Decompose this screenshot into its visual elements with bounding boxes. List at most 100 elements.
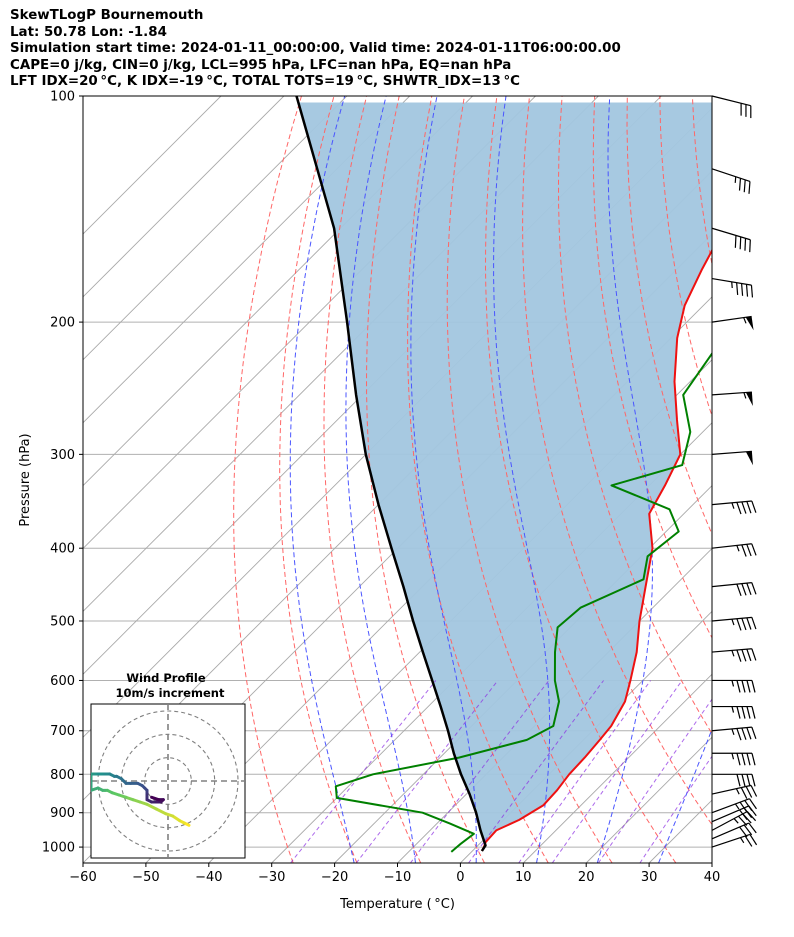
wind-barb-100 bbox=[711, 95, 752, 119]
barb-shaft bbox=[711, 95, 751, 107]
x-axis-label: Temperature ( °C) bbox=[339, 897, 455, 912]
dry-adiabat-100 bbox=[725, 96, 794, 863]
dry-adiabat-110 bbox=[758, 96, 794, 863]
barb-full bbox=[736, 728, 742, 741]
wind-barb-125 bbox=[711, 168, 751, 194]
barb-full bbox=[751, 617, 757, 630]
isotherm--130 bbox=[83, 96, 411, 424]
barb-shaft bbox=[711, 798, 750, 814]
x-tick-label-30: 30 bbox=[641, 870, 658, 885]
wind-barb-175 bbox=[711, 277, 754, 298]
parcel-line bbox=[295, 96, 487, 852]
barb-shaft bbox=[711, 500, 752, 506]
barb-shaft bbox=[711, 833, 751, 848]
x-tick-label-10: 10 bbox=[515, 870, 532, 885]
mixing-ratio-4 bbox=[468, 680, 604, 863]
barb-full bbox=[736, 583, 742, 596]
barb-shaft bbox=[711, 450, 752, 455]
time-line: Simulation start time: 2024-01-11_00:00:… bbox=[10, 41, 621, 57]
wind-barb-750 bbox=[712, 752, 756, 766]
barb-full bbox=[741, 706, 746, 719]
barb-full bbox=[751, 774, 756, 787]
hodograph-ring-30 bbox=[97, 710, 239, 852]
wind-barb-450 bbox=[711, 582, 757, 596]
barb-half bbox=[734, 803, 740, 810]
isotherm--150 bbox=[83, 96, 285, 298]
inset-subtitle: 10m/s increment bbox=[116, 686, 225, 700]
wind-barb-500 bbox=[711, 616, 757, 631]
barb-shaft bbox=[711, 168, 751, 183]
wind-barb-800 bbox=[712, 773, 756, 787]
barb-full bbox=[736, 680, 741, 693]
barb-full bbox=[734, 235, 737, 248]
mixing-ratio-24 bbox=[639, 755, 712, 863]
location-line: Lat: 50.78 Lon: -1.84 bbox=[10, 24, 167, 40]
moist-adiabat--10 bbox=[345, 96, 416, 863]
barb-full bbox=[751, 680, 756, 693]
dry-adiabat-10 bbox=[407, 96, 549, 863]
chart-title: SkewTLogP Bournemouth bbox=[10, 8, 204, 23]
barb-full bbox=[741, 680, 746, 693]
y-tick-label-800: 800 bbox=[50, 768, 75, 783]
y-tick-label-1000: 1000 bbox=[42, 841, 75, 856]
barb-full bbox=[739, 236, 742, 250]
cape-line: CAPE=0 j/kg, CIN=0 j/kg, LCL=995 hPa, LF… bbox=[10, 57, 512, 73]
hodograph-segment bbox=[150, 795, 161, 802]
barb-flag bbox=[745, 316, 754, 331]
barb-half bbox=[731, 618, 735, 626]
barb-full bbox=[744, 238, 747, 251]
barb-half bbox=[743, 317, 747, 324]
barb-full bbox=[751, 726, 757, 739]
hodograph-segment bbox=[154, 807, 168, 816]
inset-title: Wind Profile bbox=[126, 671, 206, 685]
hodograph-segment bbox=[145, 802, 158, 811]
y-tick-label-500: 500 bbox=[50, 614, 75, 629]
barb-half bbox=[731, 650, 735, 657]
y-tick-label-100: 100 bbox=[50, 90, 75, 105]
wind-barb-650 bbox=[712, 705, 756, 719]
dry-adiabat-50 bbox=[557, 96, 712, 735]
y-tick-label-900: 900 bbox=[50, 806, 75, 821]
barb-full bbox=[751, 543, 757, 556]
moist-adiabat-40 bbox=[720, 96, 794, 863]
isotherm--160 bbox=[83, 96, 222, 235]
barb-full bbox=[744, 800, 753, 811]
cape-cin-shading bbox=[298, 102, 712, 851]
y-tick-label-300: 300 bbox=[50, 448, 75, 463]
barb-full bbox=[748, 181, 751, 194]
barb-full bbox=[736, 774, 741, 787]
barb-full bbox=[743, 824, 753, 836]
wind-barb-200 bbox=[711, 315, 754, 331]
barb-full bbox=[745, 284, 749, 297]
y-tick-label-200: 200 bbox=[50, 316, 75, 331]
hodograph bbox=[91, 704, 245, 858]
wind-barb-900 bbox=[711, 798, 757, 814]
barb-full bbox=[741, 649, 747, 662]
barb-full bbox=[751, 753, 756, 766]
barb-full bbox=[748, 798, 757, 810]
barb-full bbox=[746, 501, 752, 514]
mixing-ratio-2 bbox=[409, 680, 550, 863]
barb-full bbox=[736, 618, 742, 631]
barb-full bbox=[746, 706, 751, 719]
barb-half bbox=[735, 788, 740, 795]
barb-full bbox=[739, 801, 748, 813]
axis-ticks: −60 −50 −40 −30 −20 −10 0 10 20 30 40 100 200 300 400 5… bbox=[42, 90, 720, 886]
moist-adiabat-20 bbox=[596, 96, 653, 863]
x-tick-label-0: 0 bbox=[456, 870, 464, 885]
dry-adiabat--20 bbox=[279, 96, 358, 863]
barb-full bbox=[736, 753, 741, 766]
barb-full bbox=[741, 501, 747, 514]
barb-half bbox=[733, 818, 739, 824]
x-tick-label--30: −30 bbox=[258, 870, 285, 885]
barb-full bbox=[751, 582, 757, 595]
wind-barb-975 bbox=[711, 822, 757, 840]
dry-adiabat-20 bbox=[446, 96, 613, 863]
barb-full bbox=[741, 727, 747, 740]
mixing-ratio-lines bbox=[290, 680, 712, 863]
x-tick-label--10: −10 bbox=[384, 870, 411, 885]
wind-profile-inset: Wind Profile 10m/s increment bbox=[90, 671, 246, 859]
barb-shaft bbox=[711, 811, 748, 831]
barb-full bbox=[736, 649, 742, 662]
